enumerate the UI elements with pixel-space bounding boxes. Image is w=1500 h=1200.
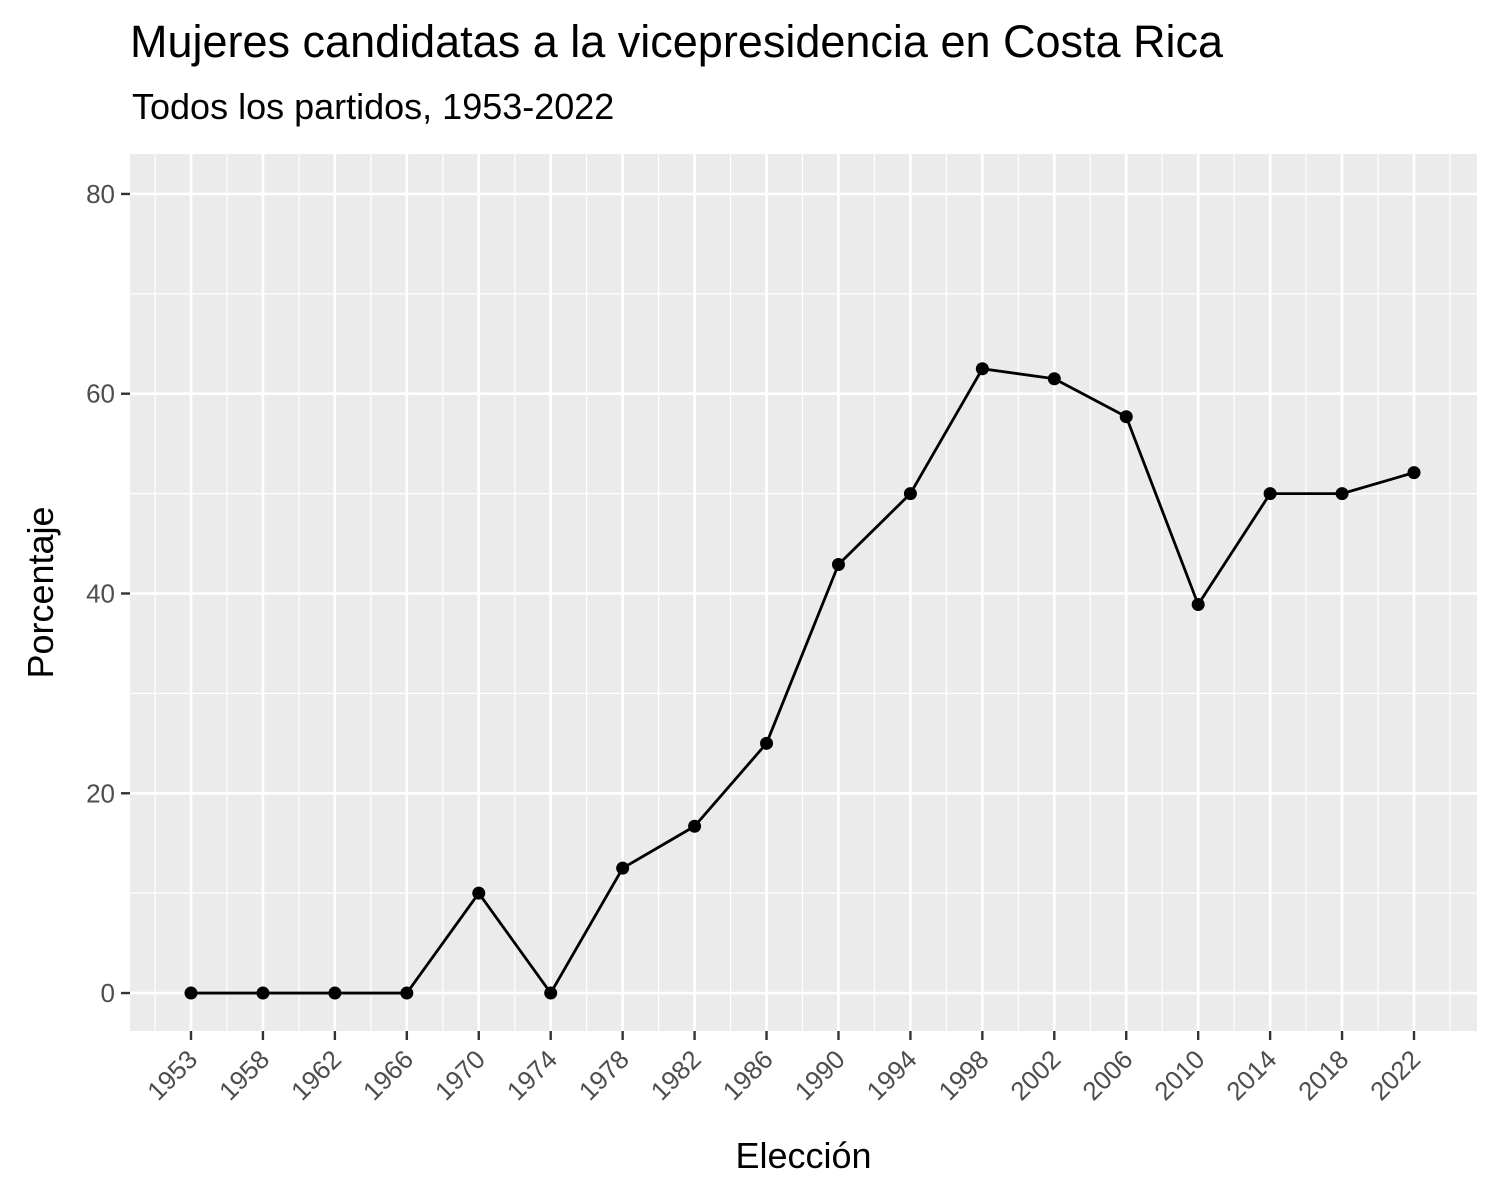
major-gridlines-x	[189, 154, 1416, 1031]
x-tick-label: 2018	[1292, 1044, 1354, 1106]
y-axis: 0 20 40 60 80	[86, 179, 130, 1008]
x-tick-label: 2014	[1220, 1044, 1282, 1106]
x-tick-label: 1966	[357, 1044, 419, 1106]
data-point	[1119, 410, 1133, 424]
x-tick-label: 2006	[1076, 1044, 1138, 1106]
chart-subtitle: Todos los partidos, 1953-2022	[132, 86, 615, 127]
data-point	[256, 986, 270, 1000]
series-layer	[184, 362, 1421, 1000]
data-point	[472, 886, 486, 900]
x-axis: 1953 1958 1962 1966 1970 1974 1978 1982 1986 1990…	[141, 1031, 1426, 1106]
y-tick-label: 40	[86, 578, 115, 608]
y-tick-label: 0	[101, 978, 115, 1008]
x-tick-label: 1998	[932, 1044, 994, 1106]
x-tick-label: 1974	[501, 1044, 563, 1106]
data-point	[1191, 597, 1205, 611]
x-tick-label: 1978	[573, 1044, 635, 1106]
data-point	[831, 558, 845, 572]
data-point	[616, 861, 630, 875]
x-tick-label: 1986	[717, 1044, 779, 1106]
y-tick-label: 80	[86, 179, 115, 209]
x-axis-title: Elección	[735, 1135, 871, 1176]
y-axis-title: Porcentaje	[20, 506, 61, 678]
x-tick-label: 2002	[1004, 1044, 1066, 1106]
data-point	[1335, 487, 1349, 501]
data-point	[1407, 466, 1421, 480]
x-tick-label: 2022	[1364, 1044, 1426, 1106]
y-tick-label: 20	[86, 778, 115, 808]
data-point	[400, 986, 414, 1000]
data-point	[760, 736, 774, 750]
y-tick-label: 60	[86, 379, 115, 409]
x-tick-label: 1953	[141, 1044, 203, 1106]
data-point	[688, 819, 702, 833]
x-tick-label: 1962	[285, 1044, 347, 1106]
data-point	[184, 986, 198, 1000]
x-tick-label: 1994	[861, 1044, 923, 1106]
data-point	[1263, 487, 1277, 501]
data-point	[328, 986, 342, 1000]
data-point	[903, 487, 917, 501]
x-tick-label: 1990	[789, 1044, 851, 1106]
data-point	[544, 986, 558, 1000]
x-tick-label: 1958	[213, 1044, 275, 1106]
series-line	[191, 367, 1415, 995]
x-tick-label: 1970	[429, 1044, 491, 1106]
chart-title: Mujeres candidatas a la vicepresidencia …	[130, 16, 1224, 67]
minor-gridlines-y	[130, 293, 1477, 894]
x-tick-label: 2010	[1148, 1044, 1210, 1106]
data-point	[1047, 372, 1061, 386]
data-point	[975, 362, 989, 376]
x-tick-label: 1982	[645, 1044, 707, 1106]
